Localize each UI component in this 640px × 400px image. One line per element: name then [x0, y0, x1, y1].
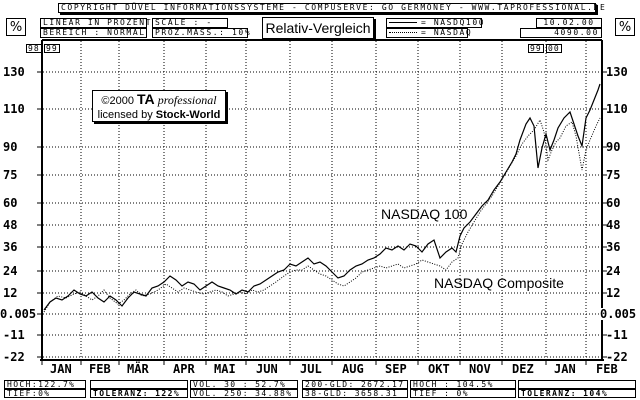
y-label-48: 48	[3, 218, 18, 232]
series-nasdaq-100	[43, 83, 601, 311]
chart-title: Relativ-Vergleich	[262, 17, 374, 39]
stat-toleranz-1: TOLERANZ: 122%	[90, 389, 188, 398]
y-label-right-48: 48	[606, 218, 621, 232]
y-label-right-24: 24	[606, 264, 621, 278]
x-label-feb: FEB	[89, 362, 111, 376]
y-label-24: 24	[3, 264, 18, 278]
y-label-130: 130	[3, 65, 25, 79]
y-label-right-minus11: -11	[606, 328, 628, 342]
y-label-0005: 0.005	[0, 307, 37, 321]
x-label-jan: JAN	[50, 362, 72, 376]
stat-vol-250: VOL. 250: 34.88%	[190, 389, 298, 398]
x-label-jul: JUL	[300, 362, 322, 376]
stat-gld-38: 38-GLD: 3658.31	[302, 389, 408, 398]
scale-mode-label: LINEAR IN PROZENT	[40, 18, 150, 28]
year-tag-00: 00	[546, 44, 562, 53]
stat-toleranz-2: TOLERANZ: 104%	[518, 389, 636, 398]
stat-blank-2	[518, 380, 636, 389]
x-label-nov: NOV	[469, 362, 491, 376]
solid-line-icon	[389, 22, 417, 23]
stat-vol-30: VOL. 30 : 52.7%	[190, 380, 298, 389]
x-label-jan-2: JAN	[554, 362, 576, 376]
annotation-nasdaq-100: NASDAQ 100	[381, 206, 468, 222]
y-label-minus22: -22	[3, 350, 25, 364]
year-tag-99: 99	[44, 44, 60, 53]
y-label-right-90: 90	[606, 140, 621, 154]
x-label-sep: SEP	[385, 362, 407, 376]
y-label-minus11: -11	[3, 328, 25, 342]
year-tag-99-right: 99	[528, 44, 544, 53]
y-label-90: 90	[3, 140, 18, 154]
annotation-nasdaq-composite: NASDAQ Composite	[434, 275, 564, 291]
date-field: 10.02.00	[536, 18, 602, 28]
scale-label: SCALE : -	[152, 18, 228, 28]
y-label-right-36: 36	[606, 240, 621, 254]
y-label-right-110: 110	[606, 102, 628, 116]
x-label-apr: APR	[173, 362, 195, 376]
x-label-feb-2: FEB	[596, 362, 618, 376]
y-label-right-130: 130	[606, 65, 628, 79]
stat-hoch-2: HOCH : 104.5%	[410, 380, 516, 389]
x-label-mai: MAI	[214, 362, 236, 376]
x-label-aug: AUG	[342, 362, 364, 376]
x-label-dez: DEZ	[512, 362, 534, 376]
stat-hoch-1: HOCH:122.7%	[4, 380, 86, 389]
legend-dotted: = NASDAQ	[386, 28, 471, 38]
value-field: 4090.00	[520, 28, 602, 38]
stat-gld-200: 200-GLD: 2672.17	[302, 380, 408, 389]
y-label-right-0005: 0.005	[600, 307, 637, 321]
x-label-mar: MÄR	[127, 362, 149, 376]
y-label-75: 75	[3, 168, 18, 182]
dotted-line-icon	[389, 32, 417, 33]
percent-icon-right[interactable]: %	[615, 18, 635, 36]
y-label-110: 110	[3, 102, 25, 116]
percent-icon-left[interactable]: %	[6, 18, 26, 36]
copyright-banner: COPYRIGHT DÜVEL INFORMATIONSSYSTEME - CO…	[58, 3, 605, 13]
x-label-jun: JUN	[256, 362, 278, 376]
series-nasdaq-composite	[43, 117, 601, 313]
y-label-right-12: 12	[606, 286, 621, 300]
stat-blank-1	[90, 380, 188, 389]
y-label-60: 60	[3, 196, 18, 210]
x-label-okt: OKT	[428, 362, 450, 376]
y-label-right-60: 60	[606, 196, 621, 210]
stat-tief-2: TIEF : 0%	[410, 389, 516, 398]
range-label: BEREICH : NORMAL	[40, 28, 147, 38]
y-label-36: 36	[3, 240, 18, 254]
ta-professional-logo: ©2000 TA professional licensed by Stock-…	[92, 90, 226, 122]
stat-tief-1: TIEF:0%	[4, 389, 86, 398]
y-label-12: 12	[3, 286, 18, 300]
legend-solid: = NASDQ100	[386, 18, 484, 28]
proz-mass-label: PROZ.MASS.: 10%	[152, 28, 250, 38]
y-label-right-minus22: -22	[606, 350, 628, 364]
y-label-right-75: 75	[606, 168, 621, 182]
